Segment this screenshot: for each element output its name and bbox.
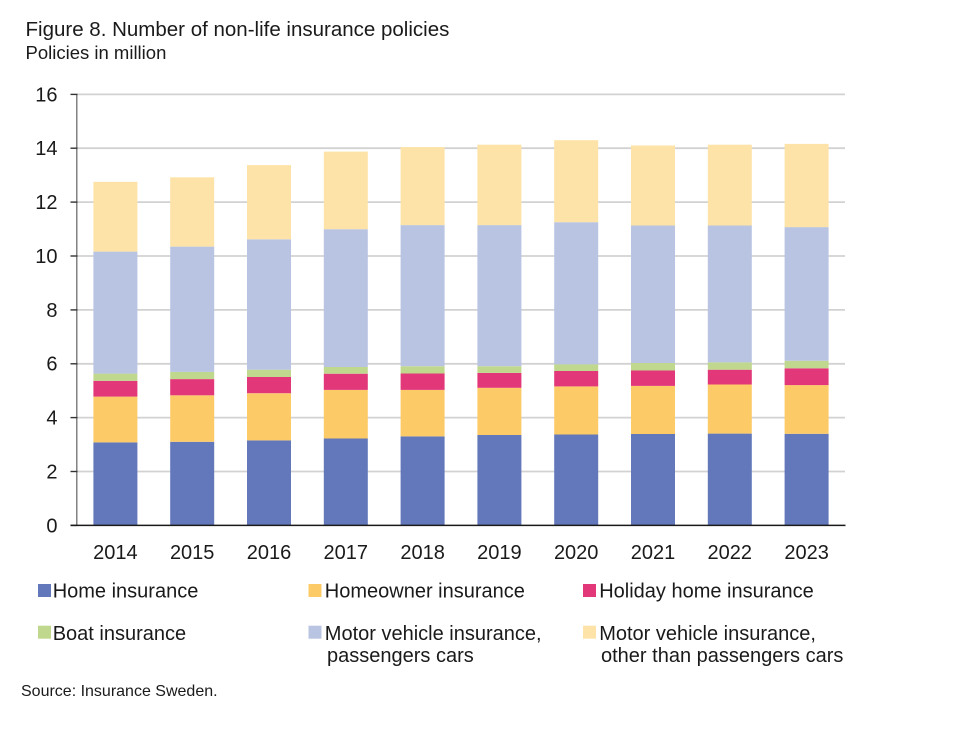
svg-text:2: 2 — [46, 461, 57, 483]
svg-text:2016: 2016 — [247, 542, 292, 564]
svg-text:12: 12 — [35, 192, 57, 214]
svg-text:2018: 2018 — [400, 542, 445, 564]
svg-text:2023: 2023 — [784, 542, 829, 564]
svg-text:2020: 2020 — [554, 542, 599, 564]
svg-text:14: 14 — [35, 138, 57, 160]
svg-text:Motor vehicle insurance,: Motor vehicle insurance, — [325, 623, 542, 645]
svg-text:Home insurance: Home insurance — [53, 581, 199, 603]
svg-text:8: 8 — [46, 300, 57, 322]
svg-text:4: 4 — [46, 408, 57, 430]
svg-text:10: 10 — [35, 246, 57, 268]
svg-text:2022: 2022 — [708, 542, 753, 564]
svg-text:2021: 2021 — [631, 542, 676, 564]
svg-text:Motor vehicle insurance,: Motor vehicle insurance, — [599, 623, 816, 645]
svg-text:other than passengers cars: other than passengers cars — [601, 645, 843, 667]
svg-text:0: 0 — [46, 515, 57, 537]
svg-text:passengers cars: passengers cars — [327, 645, 474, 667]
svg-text:2017: 2017 — [324, 542, 369, 564]
svg-text:2019: 2019 — [477, 542, 522, 564]
svg-text:2015: 2015 — [170, 542, 215, 564]
svg-text:Holiday home insurance: Holiday home insurance — [599, 581, 814, 603]
svg-text:16: 16 — [35, 84, 57, 106]
svg-text:2014: 2014 — [93, 542, 138, 564]
svg-text:Boat insurance: Boat insurance — [53, 623, 186, 645]
svg-text:6: 6 — [46, 354, 57, 376]
svg-text:Homeowner insurance: Homeowner insurance — [325, 581, 525, 603]
